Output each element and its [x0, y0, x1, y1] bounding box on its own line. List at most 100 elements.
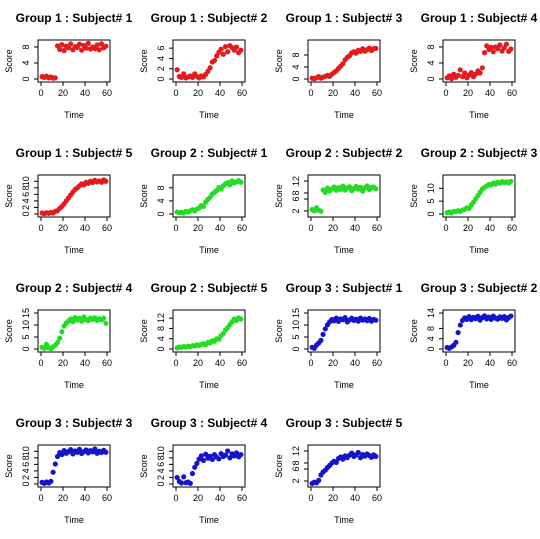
x-tick-label: 40 [350, 493, 360, 503]
data-point [457, 322, 463, 328]
y-tick-label: 8 [291, 190, 301, 195]
y-tick-label: 2 [291, 478, 301, 483]
data-point [65, 45, 72, 51]
x-tick-label: 0 [308, 358, 313, 368]
x-tick-label: 20 [328, 88, 338, 98]
x-tick-label: 60 [372, 358, 382, 368]
y-tick-label: 12 [291, 176, 301, 186]
panel-11: Group 3 : Subject# 1 Time Score 0 20 40 60 0 5 10… [274, 281, 403, 390]
data-point [52, 461, 58, 467]
chart-title: Group 3 : Subject# 4 [151, 416, 268, 430]
panel-1: Group 1 : Subject# 1 Time Score 0 20 40 60 0 4 8 [4, 11, 133, 120]
chart-title: Group 1 : Subject# 5 [16, 146, 133, 160]
x-tick-label: 60 [102, 493, 112, 503]
y-tick-label: 8 [21, 455, 31, 460]
y-tick-label: 10 [21, 320, 31, 330]
data-point [320, 331, 326, 337]
y-tick-label: 0 [426, 346, 436, 351]
data-point [238, 451, 244, 458]
y-tick-label: 4 [426, 60, 436, 65]
x-tick-label: 20 [328, 493, 338, 503]
chart-title: Group 3 : Subject# 2 [421, 281, 538, 295]
panel-12: Group 3 : Subject# 2 Time Score 0 20 40 60 0 4 8 1… [409, 281, 538, 390]
x-tick-label: 60 [507, 223, 517, 233]
plot-frame [37, 39, 111, 83]
y-tick-label: 8 [156, 326, 166, 331]
data-point [76, 41, 83, 47]
data-point [70, 319, 76, 325]
x-axis-label: Time [334, 515, 354, 525]
data-point [68, 447, 74, 453]
x-tick-label: 60 [102, 88, 112, 98]
x-tick-label: 0 [173, 223, 178, 233]
x-tick-label: 0 [308, 223, 313, 233]
chart-title: Group 3 : Subject# 3 [16, 416, 133, 430]
plot-frame [307, 444, 381, 488]
x-tick-label: 20 [193, 493, 203, 503]
x-axis-label: Time [199, 110, 219, 120]
x-tick-label: 60 [237, 358, 247, 368]
y-tick-label: 6 [291, 466, 301, 471]
x-tick-label: 60 [372, 493, 382, 503]
y-tick-label: 4 [156, 468, 166, 473]
y-tick-label: 4 [156, 198, 166, 203]
x-tick-label: 0 [308, 88, 313, 98]
plot-frame [307, 309, 381, 353]
y-tick-label: 8 [291, 460, 301, 465]
data-point [225, 448, 231, 454]
y-axis-label: Score [274, 454, 284, 478]
plot-frame [172, 309, 246, 353]
y-tick-label: 0 [21, 481, 31, 486]
data-point [364, 183, 370, 189]
y-axis-label: Score [4, 454, 14, 478]
data-point [453, 339, 459, 345]
y-tick-label: 2 [156, 475, 166, 480]
y-tick-label: 15 [291, 308, 301, 318]
chart-title: Group 1 : Subject# 4 [421, 11, 538, 25]
data-point [79, 318, 85, 324]
x-tick-label: 20 [193, 223, 203, 233]
chart-title: Group 2 : Subject# 5 [151, 281, 268, 295]
y-tick-label: 4 [21, 198, 31, 203]
data-point [101, 315, 107, 321]
x-tick-label: 40 [215, 493, 225, 503]
y-tick-label: 6 [156, 46, 166, 51]
y-tick-label: 0 [291, 346, 301, 351]
data-point [233, 44, 240, 50]
y-tick-label: 4 [156, 56, 166, 61]
x-tick-label: 20 [463, 88, 473, 98]
x-tick-label: 0 [38, 88, 43, 98]
data-point [92, 446, 98, 452]
x-tick-label: 0 [38, 223, 43, 233]
y-axis-label: Score [409, 184, 419, 208]
y-tick-label: 12 [156, 313, 166, 323]
x-tick-label: 40 [485, 88, 495, 98]
y-tick-label: 15 [21, 308, 31, 318]
chart-title: Group 1 : Subject# 3 [286, 11, 403, 25]
y-tick-label: 14 [426, 308, 436, 318]
plot-frame [172, 174, 246, 218]
y-tick-label: 8 [426, 326, 436, 331]
data-point [503, 41, 510, 47]
data-point [98, 41, 105, 47]
data-point [41, 345, 47, 351]
data-point [94, 42, 100, 48]
data-point [508, 178, 514, 184]
y-tick-label: 4 [156, 336, 166, 341]
y-axis-label: Score [139, 184, 149, 208]
panel-15: Group 3 : Subject# 5 Time Score 0 20 40 60 2 68 1… [274, 416, 403, 525]
data-point [346, 184, 353, 190]
x-tick-label: 20 [193, 88, 203, 98]
y-tick-label: 6 [21, 462, 31, 467]
y-tick-label: 8 [156, 455, 166, 460]
x-axis-label: Time [64, 380, 84, 390]
x-tick-label: 40 [215, 223, 225, 233]
data-point [216, 456, 222, 462]
data-point [227, 455, 233, 461]
data-point [174, 474, 180, 481]
y-axis-label: Score [274, 49, 284, 73]
y-tick-label: 2 [21, 205, 31, 210]
x-axis-label: Time [199, 515, 219, 525]
data-point [207, 65, 213, 71]
